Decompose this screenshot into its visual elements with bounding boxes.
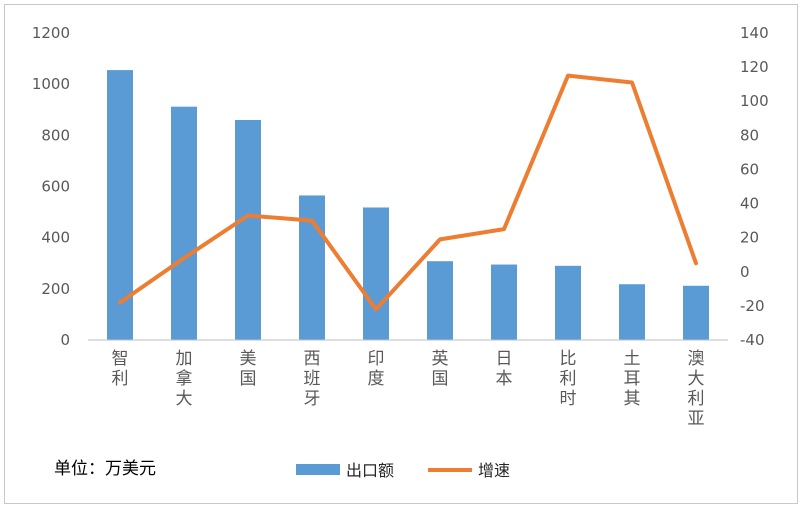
legend: 出口额 增速 [296,461,510,480]
bar-0 [107,70,133,341]
legend-label-growth: 增速 [478,461,510,480]
category-label-3: 西班牙 [304,349,321,409]
bar-8 [619,284,645,340]
right-tick-3: 20 [740,229,759,247]
category-label-6: 日本 [496,349,513,389]
category-label-1: 加拿大 [176,349,193,409]
left-tick-1: 200 [41,280,70,298]
right-tick-6: 80 [740,126,759,144]
right-tick-2: 0 [740,263,750,281]
category-label-2: 美国 [240,349,257,389]
left-tick-4: 800 [41,126,70,144]
category-label-7: 比利时 [560,349,577,409]
right-tick-8: 120 [740,58,769,76]
category-label-9: 澳大利亚 [688,349,705,429]
bar-7 [555,265,581,340]
legend-swatch-export [296,464,340,475]
right-tick-4: 40 [740,195,759,213]
bar-9 [683,285,709,340]
line-series-growth [118,73,698,312]
right-tick-9: 140 [740,24,769,42]
legend-label-export: 出口额 [346,461,394,480]
category-labels: 智利 加拿大 美国 西班牙 印度 英国 日本 比利时 土耳其 澳大利亚 [112,349,705,429]
left-tick-5: 1000 [32,75,70,93]
bar-4 [363,207,389,340]
bar-3 [299,195,325,340]
left-axis-ticks: 0 200 400 600 800 1000 1200 [32,24,70,349]
left-tick-0: 0 [60,331,70,349]
bar-6 [491,264,517,340]
right-tick-0: -40 [740,331,765,349]
right-tick-5: 60 [740,160,759,178]
right-tick-7: 100 [740,92,769,110]
left-tick-3: 600 [41,178,70,196]
bar-5 [427,261,453,340]
category-label-0: 智利 [112,349,129,389]
category-label-5: 英国 [432,349,449,389]
bar-2 [235,119,261,340]
right-tick-1: -20 [740,297,765,315]
chart-frame [4,4,798,504]
category-label-4: 印度 [368,349,385,389]
unit-label: 单位：万美元 [54,459,156,479]
bar-1 [171,106,197,341]
category-label-8: 土耳其 [624,349,641,409]
right-axis-ticks: -40 -20 0 20 40 60 80 100 120 140 [740,24,769,349]
left-tick-2: 400 [41,229,70,247]
left-tick-6: 1200 [32,24,70,42]
bar-series-export [107,70,709,341]
